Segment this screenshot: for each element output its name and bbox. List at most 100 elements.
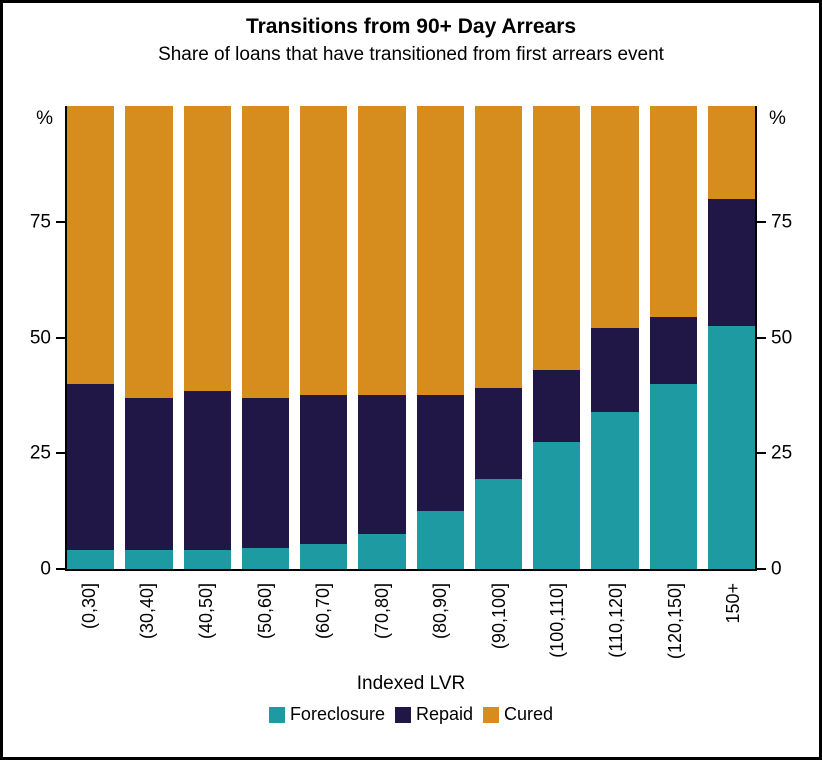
legend-swatch-repaid bbox=[394, 706, 411, 723]
segment-repaid bbox=[300, 395, 348, 544]
x-tick-label: (0,30] bbox=[78, 583, 99, 630]
legend-swatch-cured bbox=[483, 706, 500, 723]
x-tick-cell: (120,150] bbox=[651, 575, 699, 659]
x-tick-cell: (90,100] bbox=[475, 575, 523, 659]
segment-foreclosure bbox=[125, 550, 173, 569]
bar-11 bbox=[649, 106, 697, 569]
segment-repaid bbox=[67, 383, 115, 551]
segment-repaid bbox=[649, 316, 697, 384]
plot: % % 0 0 25 25 50 50 75 75 bbox=[30, 106, 792, 579]
x-tick-label: (110,120] bbox=[605, 583, 626, 658]
segment-cured bbox=[125, 106, 173, 398]
x-tick-label: (70,80] bbox=[371, 583, 392, 640]
y-tick-left bbox=[56, 220, 65, 223]
legend: Foreclosure Repaid Cured bbox=[3, 704, 819, 725]
x-tick-label: (60,70] bbox=[313, 583, 334, 640]
y-tick-right bbox=[757, 336, 766, 339]
segment-foreclosure bbox=[183, 550, 231, 569]
segment-repaid bbox=[183, 390, 231, 551]
y-tick-label-right: 0 bbox=[771, 558, 782, 580]
y-tick-label-right: 25 bbox=[771, 442, 793, 464]
x-tick-cell: (0,30] bbox=[65, 575, 113, 659]
x-tick-cell: (40,50] bbox=[182, 575, 230, 659]
bar-6 bbox=[358, 106, 406, 569]
bars bbox=[67, 106, 755, 569]
y-tick-label-left: 75 bbox=[29, 211, 51, 233]
x-tick-label: (100,110] bbox=[547, 583, 568, 658]
legend-item-foreclosure: Foreclosure bbox=[268, 704, 385, 725]
segment-foreclosure bbox=[67, 550, 115, 569]
chart-subtitle: Share of loans that have transitioned fr… bbox=[158, 44, 664, 65]
x-tick-cell: (100,110] bbox=[534, 575, 582, 659]
bar-12 bbox=[707, 106, 755, 569]
x-tick-label: (30,40] bbox=[137, 583, 158, 640]
segment-repaid bbox=[533, 369, 581, 442]
x-tick-label: (90,100] bbox=[488, 583, 509, 650]
x-labels: (0,30] (30,40] (40,50] (50,60] (60,70] (70,80… bbox=[65, 575, 757, 659]
segment-repaid bbox=[125, 397, 173, 551]
segment-foreclosure bbox=[707, 325, 755, 569]
bar-8 bbox=[474, 106, 522, 569]
y-tick-label-right: 75 bbox=[771, 211, 793, 233]
segment-cured bbox=[241, 106, 289, 398]
segment-foreclosure bbox=[649, 383, 697, 569]
chart-title: Transitions from 90+ Day Arrears bbox=[245, 15, 577, 38]
segment-foreclosure bbox=[300, 543, 348, 569]
segment-cured bbox=[591, 106, 639, 329]
x-tick-label: (80,90] bbox=[430, 583, 451, 640]
segment-repaid bbox=[591, 328, 639, 412]
x-tick-cell: (60,70] bbox=[299, 575, 347, 659]
segment-cured bbox=[649, 106, 697, 317]
y-tick-left bbox=[56, 452, 65, 455]
bar-1 bbox=[67, 106, 115, 569]
x-tick-label: (50,60] bbox=[254, 583, 275, 640]
segment-foreclosure bbox=[533, 441, 581, 569]
bar-2 bbox=[125, 106, 173, 569]
bar-3 bbox=[183, 106, 231, 569]
y-tick-right bbox=[757, 452, 766, 455]
x-tick-label: (40,50] bbox=[195, 583, 216, 640]
segment-cured bbox=[533, 106, 581, 370]
legend-label-foreclosure: Foreclosure bbox=[289, 704, 385, 724]
segment-repaid bbox=[358, 395, 406, 535]
y-tick-right bbox=[757, 220, 766, 223]
segment-foreclosure bbox=[591, 411, 639, 569]
chart-area: % % 0 0 25 25 50 50 75 75 (0,30] (30,40] (40,50](… bbox=[3, 78, 819, 673]
segment-repaid bbox=[707, 198, 755, 326]
y-tick-right bbox=[757, 568, 766, 570]
segment-repaid bbox=[416, 395, 464, 512]
legend-label-repaid: Repaid bbox=[415, 704, 474, 724]
y-tick-left bbox=[56, 568, 65, 570]
segment-foreclosure bbox=[474, 478, 522, 569]
legend-swatch-foreclosure bbox=[268, 706, 285, 723]
y-unit-right: % bbox=[769, 108, 786, 129]
x-tick-cell: 150+ bbox=[709, 575, 757, 659]
legend-item-repaid: Repaid bbox=[394, 704, 474, 725]
y-tick-label-right: 50 bbox=[771, 327, 793, 348]
x-tick-cell: (50,60] bbox=[241, 575, 289, 659]
bar-10 bbox=[591, 106, 639, 569]
y-tick-left bbox=[56, 336, 65, 339]
segment-cured bbox=[707, 106, 755, 199]
bar-5 bbox=[300, 106, 348, 569]
legend-label-cured: Cured bbox=[504, 704, 554, 724]
segment-cured bbox=[183, 106, 231, 391]
x-tick-label: (120,150] bbox=[664, 583, 685, 660]
x-tick-label: 150+ bbox=[723, 583, 744, 624]
segment-repaid bbox=[241, 397, 289, 549]
y-unit-left: % bbox=[36, 108, 53, 129]
x-tick-cell: (80,90] bbox=[416, 575, 464, 659]
segment-cured bbox=[474, 106, 522, 389]
y-tick-label-left: 50 bbox=[29, 327, 51, 348]
bar-9 bbox=[533, 106, 581, 569]
legend-item-cured: Cured bbox=[483, 704, 553, 725]
bar-7 bbox=[416, 106, 464, 569]
y-tick-label-left: 0 bbox=[40, 558, 51, 580]
y-tick-label-left: 25 bbox=[29, 442, 51, 464]
segment-cured bbox=[358, 106, 406, 396]
segment-cured bbox=[300, 106, 348, 396]
bar-4 bbox=[241, 106, 289, 569]
x-tick-cell: (70,80] bbox=[358, 575, 406, 659]
segment-foreclosure bbox=[241, 548, 289, 569]
